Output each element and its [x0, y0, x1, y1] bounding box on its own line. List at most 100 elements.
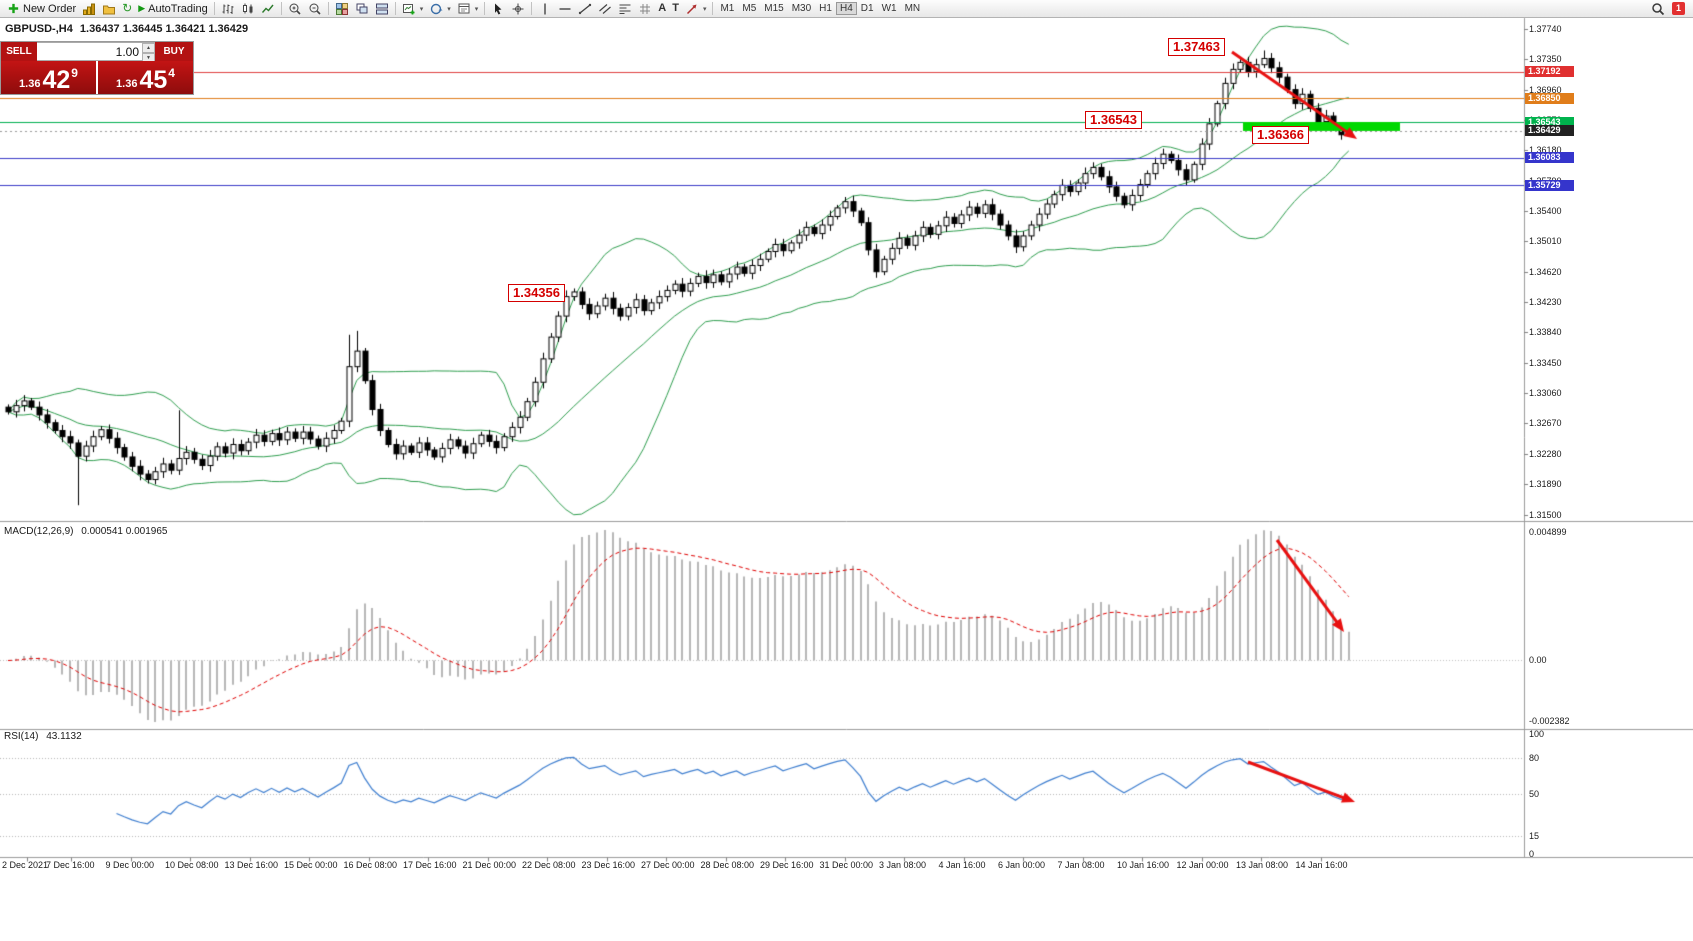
rsi-axis-label: 15 [1529, 831, 1540, 841]
timeframe-button-m1[interactable]: M1 [720, 3, 735, 14]
zoom-in-icon[interactable] [285, 0, 305, 17]
candlestick-chart-icon [241, 2, 255, 16]
arrange-windows-icon[interactable] [372, 0, 392, 17]
price-annotation[interactable]: 1.36366 [1252, 126, 1309, 144]
time-axis-label: 27 Dec 00:00 [641, 860, 695, 870]
time-axis-label: 10 Dec 08:00 [165, 860, 219, 870]
grid-icon [638, 2, 652, 16]
profiles-icon [102, 2, 116, 16]
crosshair-icon [511, 2, 525, 16]
notification-badge[interactable]: 1 [1671, 2, 1685, 15]
price-annotation[interactable]: 1.37463 [1168, 38, 1225, 56]
rsi-axis-label: 50 [1529, 789, 1540, 799]
channel-icon [598, 2, 612, 16]
time-axis-label: 12 Jan 00:00 [1176, 860, 1229, 870]
autotrading-button[interactable]: ▶ AutoTrading [135, 0, 210, 17]
rsi-name: RSI(14) [4, 731, 39, 742]
new-order-button-label: New Order [23, 2, 77, 15]
chart-cycle-button[interactable]: ▾ [426, 0, 454, 17]
new-chart-button[interactable]: ▾ [399, 0, 427, 17]
buy-button[interactable]: 1.36 45 4 [98, 61, 193, 94]
sell-price-pipette: 9 [71, 66, 78, 80]
line-chart-icon[interactable] [258, 0, 278, 17]
timeframe-button-m30[interactable]: M30 [791, 3, 812, 14]
macd-axis-label: 0.00 [1529, 654, 1547, 665]
dropdown-caret-icon: ▾ [419, 5, 424, 13]
timeframe-button-h1[interactable]: H1 [819, 3, 832, 14]
rsi-axis-label: 100 [1529, 729, 1545, 739]
text-icon: A [658, 2, 667, 14]
refresh-icon[interactable]: ↻ [119, 0, 135, 17]
price-axis-label: 1.36180 [1529, 145, 1562, 156]
chart-cycle-icon [429, 2, 443, 16]
label-icon[interactable]: T [669, 0, 682, 17]
volume-input[interactable]: 1.00 [115, 45, 139, 59]
macd-name: MACD(12,26,9) [4, 526, 74, 537]
price-tag: 1.35729 [1525, 179, 1574, 191]
line-chart-icon [261, 2, 275, 16]
time-axis-label: 4 Jan 16:00 [938, 860, 986, 870]
new-order-button[interactable]: New Order [4, 0, 79, 17]
rsi-axis-label: 0 [1529, 849, 1535, 859]
volume-up-button[interactable]: ▲ [142, 43, 155, 53]
profiles-icon[interactable] [99, 0, 119, 17]
time-axis-label: 31 Dec 00:00 [819, 860, 874, 870]
text-icon[interactable]: A [655, 0, 669, 17]
fibonacci-icon[interactable] [615, 0, 635, 17]
price-axis-label: 1.31500 [1529, 509, 1562, 520]
price-axis-label: 1.35010 [1529, 236, 1562, 247]
time-axis-label: 28 Dec 08:00 [700, 860, 755, 870]
price-axis-label: 1.33450 [1529, 357, 1562, 368]
price-annotation[interactable]: 1.34356 [508, 284, 565, 302]
price-axis-label: 1.36960 [1529, 84, 1562, 95]
horizontal-line-icon [558, 2, 572, 16]
time-axis-label: 29 Dec 16:00 [760, 860, 814, 870]
horizontal-line-icon[interactable] [555, 0, 575, 17]
time-axis-label: 9 Dec 00:00 [105, 860, 155, 870]
zoom-out-icon[interactable] [305, 0, 325, 17]
macd-values: 0.000541 0.001965 [81, 526, 168, 537]
timeframe-button-m15[interactable]: M15 [764, 3, 784, 14]
autotrading-button-label: AutoTrading [148, 2, 208, 15]
grid-icon[interactable] [635, 0, 655, 17]
cursor-icon[interactable] [488, 0, 508, 17]
shapes-button[interactable]: ▾ [682, 0, 710, 17]
channel-icon[interactable] [595, 0, 615, 17]
timeframe-button-mn[interactable]: MN [904, 3, 921, 14]
search-icon[interactable] [1648, 0, 1668, 17]
charts-toolbar-icon[interactable] [79, 0, 99, 17]
cascade-windows-icon [355, 2, 369, 16]
vertical-line-icon[interactable] [535, 0, 555, 17]
buy-tab[interactable]: BUY [155, 42, 193, 61]
label-icon: T [672, 2, 679, 14]
templates-button[interactable]: ▾ [454, 0, 482, 17]
time-axis-label: 23 Dec 16:00 [581, 860, 636, 870]
toolbar-separator [531, 2, 533, 15]
price-annotation[interactable]: 1.36543 [1085, 111, 1142, 129]
time-axis-label: 13 Jan 08:00 [1236, 860, 1289, 870]
timeframe-button-h4[interactable]: H4 [835, 2, 857, 15]
time-axis-label: 7 Jan 08:00 [1057, 860, 1105, 870]
toolbar-separator [712, 2, 714, 15]
trendline-icon[interactable] [575, 0, 595, 17]
time-axis-label: 7 Dec 16:00 [46, 860, 95, 870]
time-axis-label: 16 Dec 08:00 [343, 860, 398, 870]
time-axis-label: 10 Jan 16:00 [1117, 860, 1170, 870]
crosshair-icon[interactable] [508, 0, 528, 17]
bar-chart-icon[interactable] [218, 0, 238, 17]
new-chart-icon [402, 2, 416, 16]
sell-tab[interactable]: SELL [1, 42, 37, 61]
timeframe-button-m5[interactable]: M5 [742, 3, 757, 14]
price-axis-label: 1.34230 [1529, 297, 1562, 308]
timeframe-button-w1[interactable]: W1 [881, 3, 897, 14]
sell-button[interactable]: 1.36 42 9 [1, 61, 96, 94]
time-axis-label: 6 Jan 00:00 [998, 860, 1046, 870]
price-axis-label: 1.34620 [1529, 266, 1562, 277]
time-axis-label: 15 Dec 00:00 [284, 860, 338, 870]
candlestick-chart-icon[interactable] [238, 0, 258, 17]
timeframe-button-d1[interactable]: D1 [860, 3, 874, 14]
tile-windows-icon[interactable] [332, 0, 352, 17]
cascade-windows-icon[interactable] [352, 0, 372, 17]
